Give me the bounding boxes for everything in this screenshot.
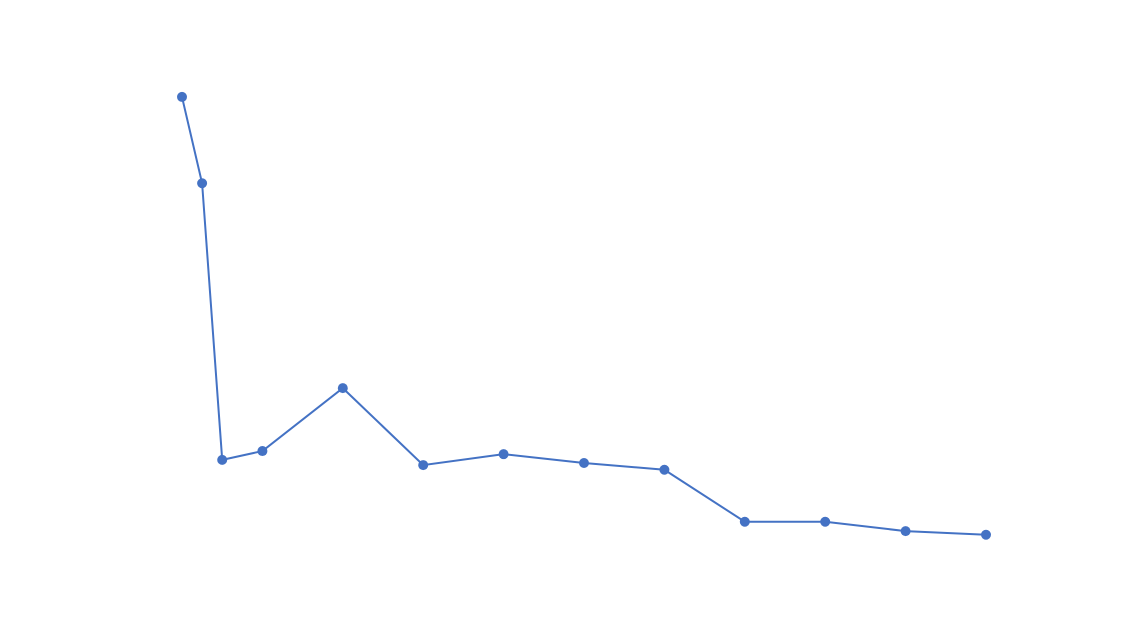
marker	[981, 529, 991, 540]
marker	[900, 526, 911, 537]
marker	[197, 178, 208, 189]
marker	[739, 516, 750, 527]
marker	[337, 383, 348, 394]
line	[181, 96, 987, 536]
marker	[659, 464, 670, 475]
marker	[257, 446, 268, 457]
marker	[820, 516, 831, 527]
marker	[579, 458, 589, 468]
marker	[217, 454, 228, 465]
marker	[177, 91, 187, 102]
marker	[498, 449, 509, 460]
marker	[418, 460, 429, 471]
